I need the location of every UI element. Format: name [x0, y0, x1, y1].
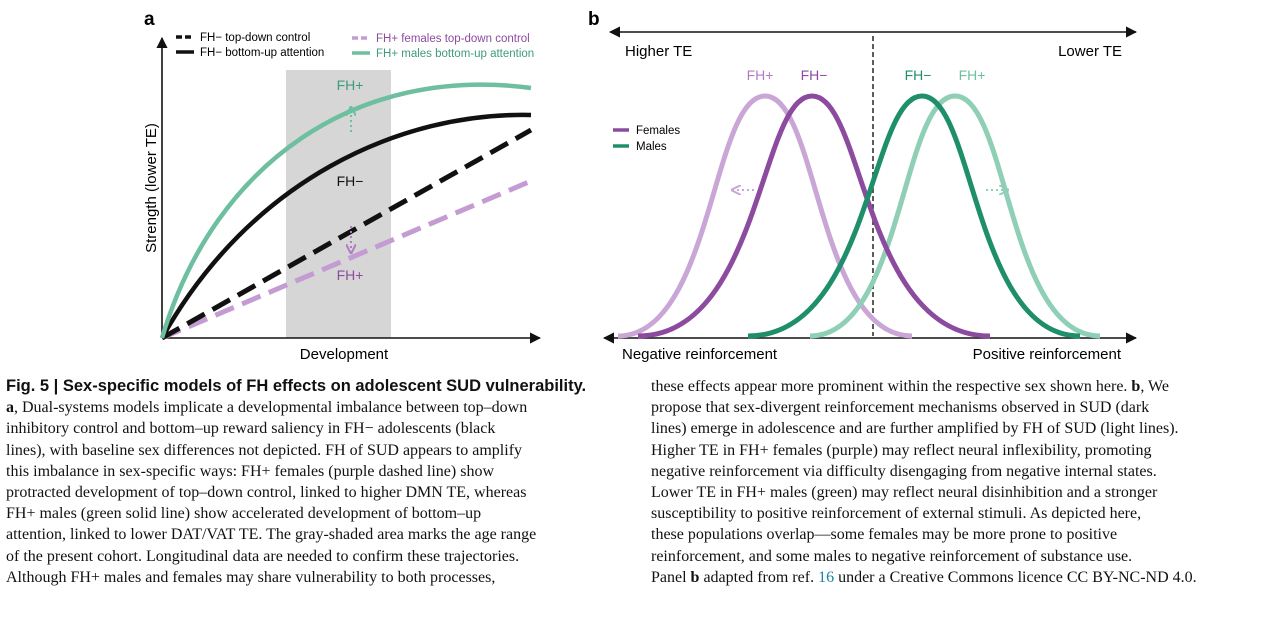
- reference-link-16[interactable]: 16: [818, 568, 835, 586]
- fh-pos-females-top-down-line: [161, 178, 532, 341]
- annotation-fh-neg: FH−: [337, 173, 364, 189]
- caption-line: this imbalance in sex-specific ways: FH+…: [6, 462, 494, 480]
- panel-b-label: b: [588, 9, 600, 30]
- caption-line: reinforcement, and some males to negativ…: [651, 547, 1133, 565]
- caption-line: a, Dual-systems models implicate a devel…: [6, 397, 628, 418]
- attribution-mid: adapted from ref.: [699, 568, 819, 586]
- fh-pos-males-bottom-up-line: [159, 82, 532, 339]
- curve-label-females-fh-pos: FH+: [747, 67, 774, 83]
- annotation-fh-pos-top: FH+: [337, 77, 364, 93]
- lower-te-label: Lower TE: [1058, 43, 1122, 60]
- x-axis-label: Development: [300, 346, 389, 363]
- caption-left-column: Fig. 5 | Sex-specific models of FH effec…: [6, 376, 628, 588]
- caption-line-text: , Dual-systems models implicate a develo…: [14, 399, 528, 417]
- attribution-post: under a Creative Commons licence CC BY-N…: [834, 568, 1197, 586]
- curve-label-females-fh-neg: FH−: [801, 67, 828, 83]
- legend-males: Males: [636, 141, 667, 153]
- legend-fh-pos-males-bottom-up: FH+ males bottom-up attention: [376, 48, 534, 60]
- curve-label-males-fh-neg: FH−: [905, 67, 932, 83]
- positive-reinforcement-label: Positive reinforcement: [973, 346, 1122, 363]
- annotation-fh-pos-bottom: FH+: [337, 267, 364, 283]
- higher-te-label: Higher TE: [625, 43, 692, 60]
- negative-reinforcement-label: Negative reinforcement: [622, 346, 778, 363]
- panel-b-legend: Females Males: [613, 125, 680, 153]
- caption-line: lines) emerge in adolescence and are fur…: [651, 420, 1179, 438]
- caption-attribution-line: Panel b adapted from ref. 16 under a Cre…: [651, 567, 1273, 588]
- legend-fh-neg-top-down: FH− top-down control: [200, 32, 310, 44]
- caption-line: negative reinforcement via difficulty di…: [651, 462, 1157, 480]
- curve-label-males-fh-pos: FH+: [959, 67, 986, 83]
- caption-line: these populations overlap—some females m…: [651, 526, 1118, 544]
- caption-line: Although FH+ males and females may share…: [6, 568, 496, 586]
- panel-a-legend: FH− top-down control FH− bottom-up atten…: [176, 32, 534, 60]
- caption-line: these effects appear more prominent with…: [651, 376, 1273, 397]
- figure-title: Fig. 5 | Sex-specific models of FH effec…: [6, 377, 587, 395]
- caption-line-text: these effects appear more prominent with…: [651, 378, 1132, 395]
- caption-line: susceptibility to positive reinforcement…: [651, 505, 1142, 523]
- y-axis-label: Strength (lower TE): [143, 123, 160, 253]
- males-fh-pos-curve: [809, 93, 1101, 339]
- caption-line: protracted development of top–down contr…: [6, 484, 527, 502]
- caption-panel-b-label: b: [1131, 378, 1141, 395]
- attribution-pre: Panel: [651, 568, 691, 586]
- females-fh-neg-curve: [637, 93, 991, 339]
- caption-line: lines), with baseline sex differences no…: [6, 441, 523, 459]
- caption-line-text: , We: [1140, 378, 1169, 395]
- caption-line: propose that sex-divergent reinforcement…: [651, 399, 1150, 417]
- caption-line: of the present cohort. Longitudinal data…: [6, 547, 520, 565]
- panel-b: b Higher TE Lower TE Negative reinforcem…: [588, 9, 1138, 363]
- caption-line: Lower TE in FH+ males (green) may reflec…: [651, 484, 1158, 502]
- fh-neg-bottom-up-line: [160, 112, 532, 340]
- panel-a: a FH+ FH− FH+ Strength (lower TE) Develo…: [143, 9, 542, 363]
- fh-neg-top-down-line: [160, 127, 533, 341]
- females-fh-pos-curve: [617, 93, 913, 339]
- caption-panel-a-label: a: [6, 399, 14, 417]
- attribution-panel-b: b: [690, 568, 700, 586]
- caption-line: inhibitory control and bottom–up reward …: [6, 420, 496, 438]
- panel-a-label: a: [144, 9, 155, 30]
- cohort-age-band: [286, 70, 391, 338]
- legend-females: Females: [636, 125, 680, 137]
- caption-line: attention, linked to lower DAT/VAT TE. T…: [6, 526, 537, 544]
- males-fh-neg-curve: [747, 93, 1081, 339]
- caption-line: FH+ males (green solid line) show accele…: [6, 505, 482, 523]
- legend-fh-pos-females-top-down: FH+ females top-down control: [376, 33, 530, 45]
- caption-right-column: these effects appear more prominent with…: [651, 376, 1273, 588]
- caption-line: Higher TE in FH+ females (purple) may re…: [651, 441, 1152, 459]
- legend-fh-neg-bottom-up: FH− bottom-up attention: [200, 47, 324, 59]
- figure-5: a FH+ FH− FH+ Strength (lower TE) Develo…: [143, 9, 1138, 363]
